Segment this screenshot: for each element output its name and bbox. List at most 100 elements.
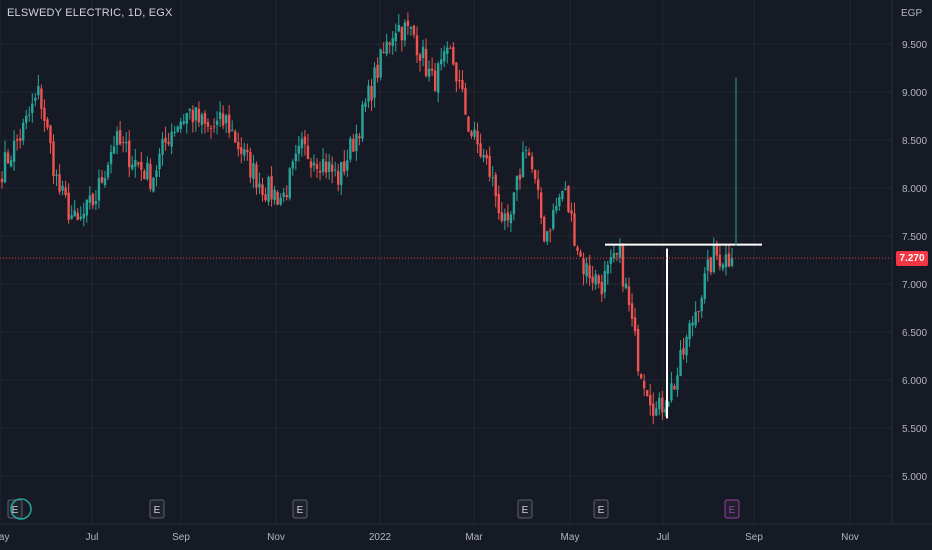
candle-body <box>524 150 528 152</box>
earnings-marker[interactable]: E <box>517 499 533 519</box>
earnings-marker[interactable]: E <box>149 499 165 519</box>
candle-body <box>415 35 419 56</box>
candle-body <box>582 258 585 275</box>
candle-body <box>373 67 376 98</box>
candle-body <box>642 380 646 389</box>
candle-body <box>6 152 10 164</box>
candle-body <box>597 275 600 284</box>
candle-body <box>512 192 516 215</box>
candle-body <box>691 322 694 326</box>
candle-body <box>131 164 134 169</box>
candle-body <box>518 174 522 180</box>
candle-body <box>482 155 485 158</box>
price-tick-label: 6.000 <box>902 376 927 387</box>
candle-body <box>449 47 452 49</box>
earnings-marker[interactable]: E <box>292 499 308 519</box>
candle-body <box>221 113 225 126</box>
candle-body <box>227 114 231 133</box>
candle-body <box>215 120 219 126</box>
candle-body <box>494 174 497 197</box>
candle-body <box>297 146 301 154</box>
time-axis[interactable]: May Jul Sep Nov 2022 Mar May Jul Sep Nov <box>0 523 932 543</box>
candle-body <box>639 374 643 379</box>
candle-body <box>203 113 207 124</box>
candle-body <box>697 311 700 313</box>
candle-body <box>79 216 82 219</box>
candle-body <box>55 174 58 176</box>
currency-label: EGP <box>901 8 923 19</box>
candle-body <box>124 142 128 144</box>
candle-body <box>103 178 107 186</box>
candle-body <box>464 88 467 115</box>
candle-body <box>558 197 561 207</box>
candle-body <box>485 154 488 159</box>
candle-body <box>594 274 597 285</box>
candle-body <box>606 264 610 274</box>
candle-body <box>164 137 167 143</box>
candle-body <box>118 130 122 145</box>
candle-body <box>712 243 716 273</box>
candle-body <box>443 51 446 62</box>
candle-body <box>436 63 440 93</box>
candle-body <box>106 164 110 178</box>
candle-body <box>88 195 92 203</box>
candle-body <box>636 328 640 372</box>
candle-body <box>303 136 307 145</box>
candle-body <box>670 383 673 401</box>
candle-body <box>570 210 573 214</box>
earnings-marker[interactable]: E <box>7 498 32 520</box>
candle-body <box>9 160 13 167</box>
candle-body <box>167 141 170 145</box>
time-tick-label: Sep <box>172 532 190 543</box>
earnings-marker-box <box>517 499 533 519</box>
candle-body <box>539 192 543 218</box>
candle-body <box>179 121 182 130</box>
candle-body <box>546 231 549 242</box>
candle-body <box>61 185 64 191</box>
trendline-drawings[interactable] <box>605 77 762 419</box>
earnings-marker-label: E <box>522 505 529 516</box>
candle-body <box>685 336 688 356</box>
candle-body <box>43 107 46 121</box>
earnings-marker-box <box>724 499 740 519</box>
candle-body <box>352 138 355 152</box>
candle-body <box>727 253 731 267</box>
earnings-marker[interactable]: E <box>593 499 609 519</box>
candle-body <box>22 122 25 141</box>
candle-body <box>618 244 622 258</box>
candle-body <box>479 143 482 157</box>
candle-body <box>312 162 316 166</box>
candle-body <box>527 152 531 156</box>
candle-body <box>688 323 691 340</box>
candle-body <box>361 104 364 139</box>
candle-body <box>591 276 594 283</box>
candle-body <box>615 252 619 255</box>
candle-body <box>82 213 85 219</box>
candle-body <box>500 212 503 221</box>
candle-body <box>170 131 173 147</box>
last-price-badge: 7.270 <box>896 251 928 266</box>
candle-body <box>564 188 567 191</box>
candle-body <box>112 146 116 154</box>
candle-body <box>515 175 519 191</box>
price-tick-label: 5.500 <box>902 424 927 435</box>
candle-body <box>630 303 634 319</box>
candle-body <box>197 108 201 123</box>
candle-body <box>276 192 279 205</box>
candle-body <box>400 26 404 41</box>
candle-body <box>231 129 234 132</box>
candle-body <box>470 131 473 137</box>
candle-body <box>52 141 55 177</box>
candle-body <box>600 281 603 295</box>
chart-grid <box>0 0 892 524</box>
candle-body <box>340 162 343 186</box>
candle-body <box>200 114 204 125</box>
price-axis[interactable]: 5.000 5.500 6.000 6.500 7.000 7.500 8.000 8.500… <box>891 0 927 524</box>
price-tick-label: 8.000 <box>902 184 927 195</box>
candle-body <box>306 145 310 159</box>
candle-body <box>37 85 40 96</box>
candle-body <box>252 163 255 179</box>
earnings-marker[interactable]: E <box>724 499 740 519</box>
